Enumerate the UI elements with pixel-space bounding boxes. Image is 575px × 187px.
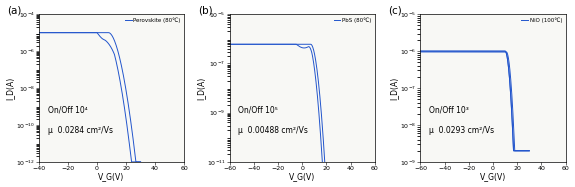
Text: μ  0.00488 cm²/Vs: μ 0.00488 cm²/Vs [239, 126, 308, 135]
Y-axis label: I_D(A): I_D(A) [196, 76, 205, 100]
Text: (b): (b) [198, 5, 212, 15]
Legend: PbS (80℃): PbS (80℃) [334, 17, 372, 24]
Text: On/Off 10³: On/Off 10³ [429, 106, 469, 115]
Legend: Perovskite (80℃): Perovskite (80℃) [125, 17, 181, 24]
X-axis label: V_G(V): V_G(V) [98, 172, 125, 181]
Y-axis label: I_D(A): I_D(A) [6, 76, 14, 100]
Text: On/Off 10⁵: On/Off 10⁵ [239, 106, 278, 115]
Legend: NiO (100℃): NiO (100℃) [521, 17, 563, 24]
Text: (c): (c) [389, 5, 402, 15]
Text: (a): (a) [7, 5, 21, 15]
Y-axis label: I_D(A): I_D(A) [390, 76, 399, 100]
Text: μ  0.0284 cm²/Vs: μ 0.0284 cm²/Vs [48, 126, 113, 135]
Text: On/Off 10⁴: On/Off 10⁴ [48, 106, 87, 115]
Text: μ  0.0293 cm²/Vs: μ 0.0293 cm²/Vs [429, 126, 494, 135]
X-axis label: V_G(V): V_G(V) [289, 172, 316, 181]
X-axis label: V_G(V): V_G(V) [480, 172, 506, 181]
